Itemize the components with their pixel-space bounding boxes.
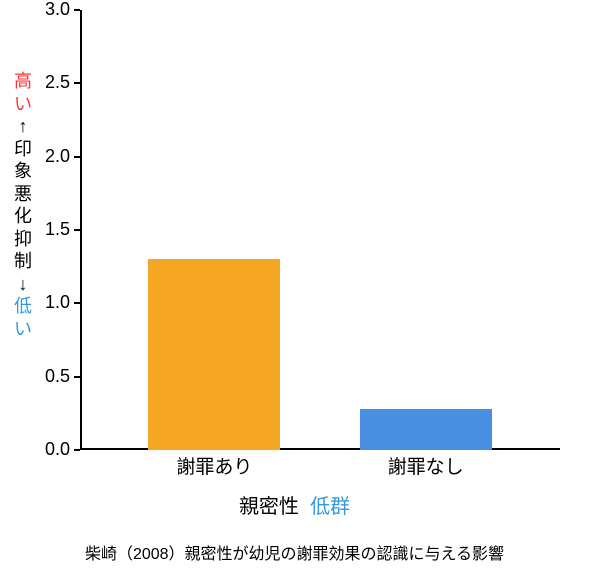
yaxis-label-high: 高い xyxy=(14,71,32,114)
chart-container: 高い ↑ 印象悪化抑制 ↓ 低い 0.00.51.01.52.02.53.0 親… xyxy=(0,0,589,574)
yaxis-label: 高い ↑ 印象悪化抑制 ↓ 低い xyxy=(12,70,34,340)
y-tick xyxy=(74,156,80,158)
arrow-up-icon: ↑ xyxy=(19,116,28,136)
y-tick xyxy=(74,302,80,304)
y-tick-label: 0.5 xyxy=(32,366,70,387)
y-tick-label: 1.0 xyxy=(32,292,70,313)
arrow-down-icon: ↓ xyxy=(19,274,28,294)
y-axis-line xyxy=(80,10,82,450)
y-tick xyxy=(74,229,80,231)
xaxis-title-main: 親密性 xyxy=(239,496,299,518)
y-tick-label: 0.0 xyxy=(32,439,70,460)
y-tick xyxy=(74,449,80,451)
bar xyxy=(360,409,492,450)
y-tick-label: 2.0 xyxy=(32,146,70,167)
y-tick xyxy=(74,82,80,84)
y-tick-label: 1.5 xyxy=(32,219,70,240)
xaxis-title-sub: 低群 xyxy=(310,496,350,518)
yaxis-label-low: 低い xyxy=(14,296,32,339)
yaxis-label-middle: 印象悪化抑制 xyxy=(14,139,32,272)
x-category-label: 謝罪あり xyxy=(154,452,274,479)
y-tick xyxy=(74,9,80,11)
plot-area: 0.00.51.01.52.02.53.0 xyxy=(80,10,560,450)
caption: 柴崎（2008）親密性が幼児の謝罪効果の認識に与える影響 xyxy=(0,540,589,564)
x-category-label: 謝罪なし xyxy=(366,452,486,479)
y-tick-label: 2.5 xyxy=(32,72,70,93)
y-tick-label: 3.0 xyxy=(32,0,70,20)
bar xyxy=(148,259,280,450)
y-tick xyxy=(74,376,80,378)
xaxis-title: 親密性 低群 xyxy=(0,490,589,519)
